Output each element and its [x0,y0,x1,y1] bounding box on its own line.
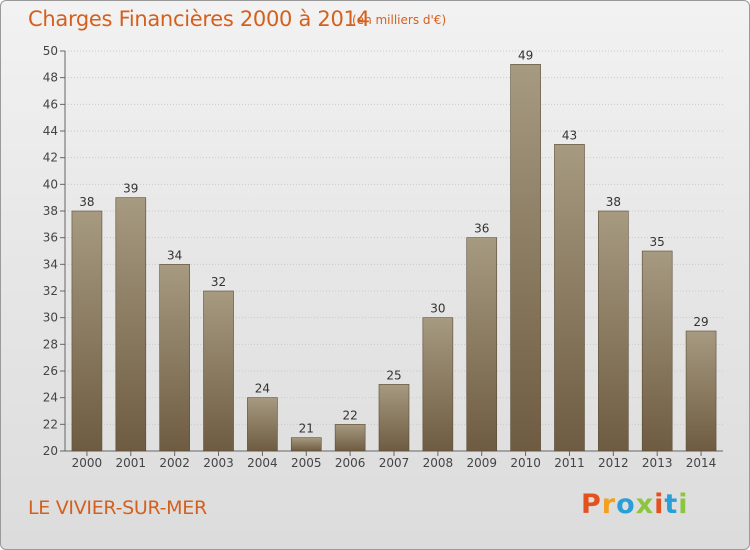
data-label: 30 [430,302,445,316]
y-tick-label: 32 [43,284,58,298]
bar [466,237,498,452]
y-tick-label: 28 [43,337,58,351]
x-tick-label: 2002 [159,456,190,470]
y-tick-label: 44 [43,124,58,138]
data-label: 36 [474,222,489,236]
logo-letter: P [581,489,602,520]
bar [115,197,147,452]
y-tick-label: 34 [43,257,58,271]
y-tick-label: 40 [43,177,58,191]
y-tick-label: 24 [43,391,58,405]
data-label: 35 [650,235,665,249]
x-tick-label: 2001 [116,456,147,470]
x-tick-label: 2010 [510,456,541,470]
x-tick-label: 2004 [247,456,278,470]
data-label: 21 [299,422,314,436]
x-tick-label: 2000 [72,456,103,470]
bar [290,437,322,452]
data-label: 29 [693,315,708,329]
x-tick-label: 2008 [423,456,454,470]
bar [378,384,410,452]
data-label: 43 [562,128,577,142]
y-tick-label: 50 [43,44,58,58]
bar [203,290,234,452]
bar [247,397,278,452]
logo-letter: o [616,489,636,520]
y-tick-label: 22 [43,417,58,431]
y-tick-label: 46 [43,97,58,111]
commune-name: LE VIVIER-SUR-MER [28,497,207,519]
bar [598,210,629,452]
data-label: 38 [79,195,94,209]
proxiti-logo: Proxiti [581,489,689,520]
bar [334,424,366,452]
data-label: 25 [386,368,401,382]
x-tick-label: 2005 [291,456,322,470]
logo-letter: r [601,489,617,520]
bar [159,264,190,452]
x-tick-label: 2007 [379,456,410,470]
data-label: 32 [211,275,226,289]
logo-letter: i [654,489,665,520]
logo-letter: i [678,489,689,520]
data-label: 22 [342,408,357,422]
y-tick-label: 48 [43,71,58,85]
x-tick-label: 2012 [598,456,629,470]
bar [71,210,103,452]
data-label: 34 [167,248,182,262]
x-tick-label: 2003 [203,456,234,470]
bar [641,250,673,452]
logo-letter: t [664,489,679,520]
y-tick-label: 30 [43,311,58,325]
x-tick-label: 2006 [335,456,366,470]
bar [554,144,585,452]
logo-letter: x [635,489,655,520]
x-tick-label: 2011 [554,456,585,470]
y-tick-label: 38 [43,204,58,218]
data-label: 24 [255,382,270,396]
x-tick-label: 2009 [466,456,497,470]
bar [422,317,454,452]
y-tick-label: 36 [43,231,58,245]
bar [685,330,717,452]
chart-unit: (en milliers d'€) [352,13,447,27]
y-tick-label: 20 [43,444,58,458]
data-label: 39 [123,182,138,196]
x-tick-label: 2013 [642,456,673,470]
x-tick-label: 2014 [686,456,717,470]
y-tick-label: 26 [43,364,58,378]
bar [510,64,541,452]
data-label: 49 [518,48,533,62]
chart-title: Charges Financières 2000 à 2014 [28,7,370,31]
y-tick-label: 42 [43,151,58,165]
data-label: 38 [606,195,621,209]
